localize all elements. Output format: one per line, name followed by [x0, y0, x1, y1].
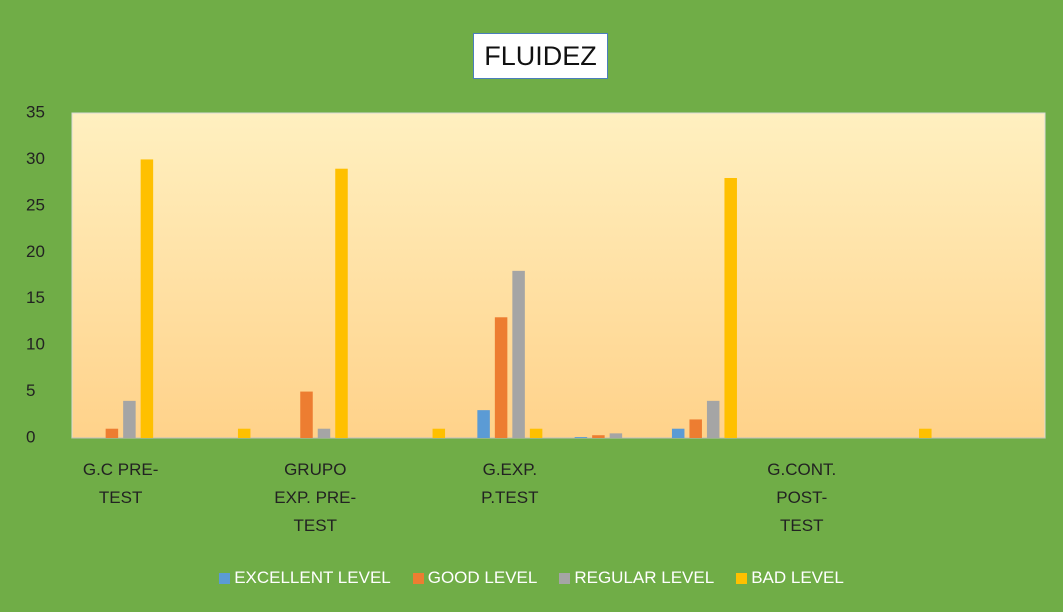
- bar: [140, 159, 154, 438]
- y-tick-label: 20: [26, 242, 45, 261]
- y-tick-label: 15: [26, 288, 45, 307]
- bar: [105, 428, 119, 438]
- legend-label: GOOD LEVEL: [427, 568, 538, 587]
- legend-item: BAD LEVEL: [736, 568, 844, 588]
- chart-title: FLUIDEZ: [473, 33, 608, 79]
- legend-item: GOOD LEVEL: [412, 568, 538, 588]
- legend-swatch: [736, 572, 748, 584]
- bar: [529, 428, 543, 438]
- bar: [123, 400, 136, 438]
- bar: [609, 433, 623, 438]
- bar: [317, 428, 331, 438]
- bar: [706, 400, 720, 438]
- y-tick-label: 0: [26, 427, 35, 446]
- bar: [477, 410, 490, 438]
- y-tick-label: 35: [26, 102, 45, 121]
- x-tick-label: GRUPO EXP. PRE-TEST: [274, 460, 357, 535]
- legend-label: REGULAR LEVEL: [574, 568, 715, 587]
- bar: [512, 270, 525, 438]
- bar: [335, 168, 348, 438]
- legend-item: EXCELLENT LEVEL: [219, 568, 391, 588]
- bar: [919, 428, 932, 438]
- bar: [724, 178, 737, 438]
- y-tick-label: 5: [26, 381, 35, 400]
- x-tick-label: G.C PRE-TEST: [82, 460, 159, 507]
- plot-area: [71, 112, 1046, 439]
- y-tick-label: 25: [26, 195, 45, 214]
- bar: [494, 317, 508, 438]
- legend-swatch: [412, 572, 424, 584]
- legend-swatch: [559, 572, 571, 584]
- legend-label: BAD LEVEL: [751, 568, 844, 587]
- bar: [432, 428, 446, 438]
- y-tick-label: 10: [26, 335, 45, 354]
- x-tick-label: G.CONT. POST-TEST: [767, 460, 837, 535]
- legend: EXCELLENT LEVEL GOOD LEVEL REGULAR LEVEL BA…: [0, 568, 1063, 588]
- y-tick-label: 30: [26, 149, 45, 168]
- x-tick-label: G.EXP. P.TEST: [481, 460, 539, 507]
- legend-label: EXCELLENT LEVEL: [234, 568, 391, 587]
- bar: [689, 419, 702, 438]
- bar: [671, 428, 685, 438]
- legend-item: REGULAR LEVEL: [559, 568, 714, 588]
- bar: [592, 435, 605, 438]
- bar: [574, 437, 588, 438]
- legend-swatch: [219, 572, 231, 584]
- bar: [237, 428, 251, 438]
- bar: [300, 391, 313, 438]
